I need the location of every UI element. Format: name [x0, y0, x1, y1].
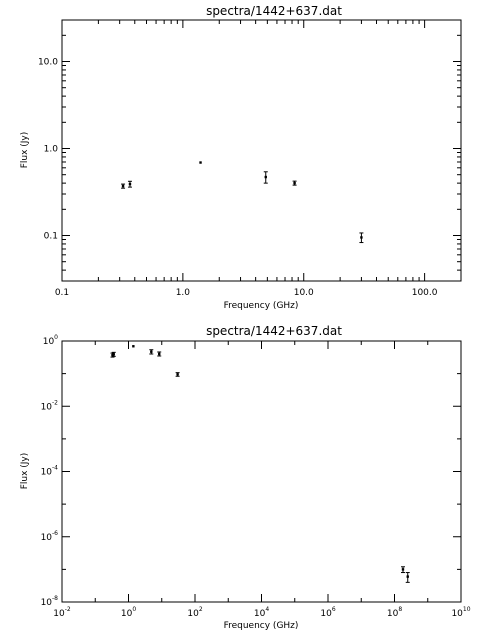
chart-title: spectra/1442+637.dat — [206, 4, 342, 18]
data-point — [405, 572, 410, 583]
x-tick-label: 1.0 — [176, 288, 191, 298]
data-point — [359, 232, 364, 244]
data-points — [110, 345, 410, 583]
x-tick-label: 104 — [254, 606, 269, 619]
data-points — [121, 161, 364, 244]
data-point — [111, 351, 116, 357]
tick-labels: 0.1 1.0 10.0 100.0 0.1 1.0 10.0 — [38, 58, 438, 298]
x-tick-label: 0.1 — [55, 288, 69, 298]
data-point — [263, 171, 268, 184]
tick-labels: 10-2 100 102 104 106 108 1010 10-8 10-6 10-4 10-2 1… — [41, 334, 471, 619]
y-tick-label: 10-2 — [41, 399, 59, 412]
y-tick-label: 0.1 — [44, 232, 58, 242]
x-tick-label: 100 — [121, 606, 136, 619]
y-tick-label: 10-6 — [41, 530, 59, 543]
data-point — [199, 161, 202, 164]
y-tick-label: 1.0 — [44, 145, 59, 155]
data-point — [149, 349, 154, 355]
chart-panel-bottom: spectra/1442+637.dat Frequency (GHz) Flu… — [20, 324, 471, 631]
axis-ticks — [61, 19, 462, 282]
x-tick-label: 100.0 — [412, 288, 438, 298]
data-point — [132, 345, 135, 348]
x-axis-label: Frequency (GHz) — [224, 301, 299, 311]
plot-frame — [61, 19, 462, 282]
x-tick-label: 102 — [187, 606, 202, 619]
y-tick-label: 100 — [43, 334, 58, 347]
y-axis-label: Flux (Jy) — [20, 132, 30, 169]
chart-title: spectra/1442+637.dat — [206, 324, 342, 338]
y-axis-label: Flux (Jy) — [20, 453, 30, 490]
data-point — [121, 183, 126, 189]
data-point — [292, 180, 297, 186]
x-tick-label: 108 — [387, 606, 402, 619]
plot-frame — [61, 340, 462, 603]
x-tick-label: 10-2 — [53, 606, 71, 619]
y-tick-label: 10-4 — [41, 465, 59, 478]
x-tick-label: 1010 — [451, 606, 470, 619]
y-tick-label: 10-8 — [41, 595, 59, 608]
chart-panel-top: spectra/1442+637.dat Frequency (GHz) Flu… — [20, 4, 462, 311]
axis-ticks — [61, 340, 462, 603]
x-tick-label: 10.0 — [294, 288, 314, 298]
data-point — [175, 372, 180, 377]
x-axis-label: Frequency (GHz) — [224, 621, 299, 631]
y-tick-label: 10.0 — [38, 58, 58, 68]
x-tick-label: 106 — [320, 606, 335, 619]
data-point — [400, 566, 405, 574]
data-point — [157, 351, 162, 357]
data-point — [127, 180, 132, 188]
